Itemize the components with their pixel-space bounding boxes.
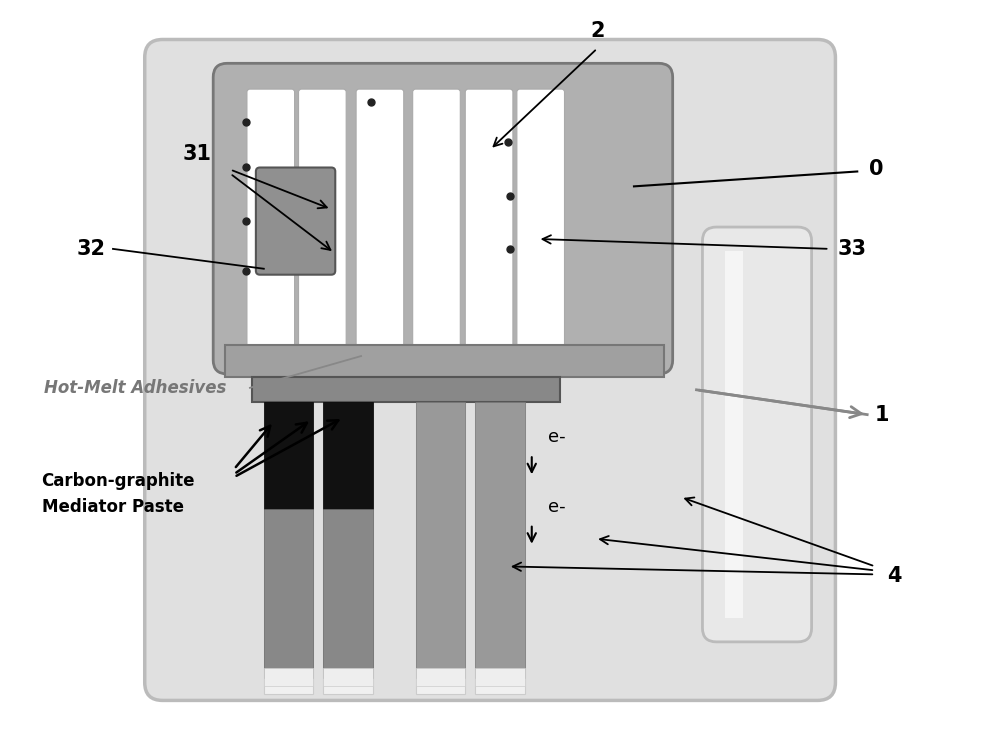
Text: 31: 31 (183, 144, 212, 163)
Bar (264, 509, 313, 677)
FancyBboxPatch shape (465, 89, 513, 348)
FancyBboxPatch shape (356, 89, 404, 348)
Bar (323, 402, 373, 509)
Bar (416, 668, 465, 685)
Bar (264, 377, 313, 695)
Bar (725, 251, 743, 618)
Text: 0: 0 (869, 160, 884, 179)
FancyBboxPatch shape (256, 168, 335, 275)
Text: e-: e- (548, 498, 565, 516)
FancyBboxPatch shape (702, 227, 812, 642)
Bar (323, 668, 373, 685)
FancyBboxPatch shape (299, 89, 346, 348)
FancyBboxPatch shape (247, 89, 295, 348)
Text: 2: 2 (590, 20, 605, 41)
Text: 4: 4 (887, 566, 902, 586)
Text: Carbon-graphite
Mediator Paste: Carbon-graphite Mediator Paste (42, 472, 195, 516)
Bar (264, 402, 313, 509)
FancyBboxPatch shape (517, 89, 565, 348)
Text: e-: e- (548, 429, 565, 446)
Bar (323, 377, 373, 695)
Bar (323, 509, 373, 677)
Bar (475, 377, 525, 695)
FancyBboxPatch shape (413, 89, 460, 348)
Text: 1: 1 (875, 405, 890, 424)
Bar (252, 377, 560, 402)
Bar (264, 668, 313, 685)
Bar (225, 345, 664, 377)
Bar (416, 402, 465, 677)
Bar (475, 402, 525, 677)
FancyBboxPatch shape (213, 63, 673, 374)
Bar (475, 668, 525, 685)
Text: 32: 32 (77, 239, 106, 259)
Text: Hot-Melt Adhesives: Hot-Melt Adhesives (44, 379, 226, 397)
Bar (416, 377, 465, 695)
FancyBboxPatch shape (145, 39, 835, 701)
Text: 33: 33 (837, 239, 866, 259)
